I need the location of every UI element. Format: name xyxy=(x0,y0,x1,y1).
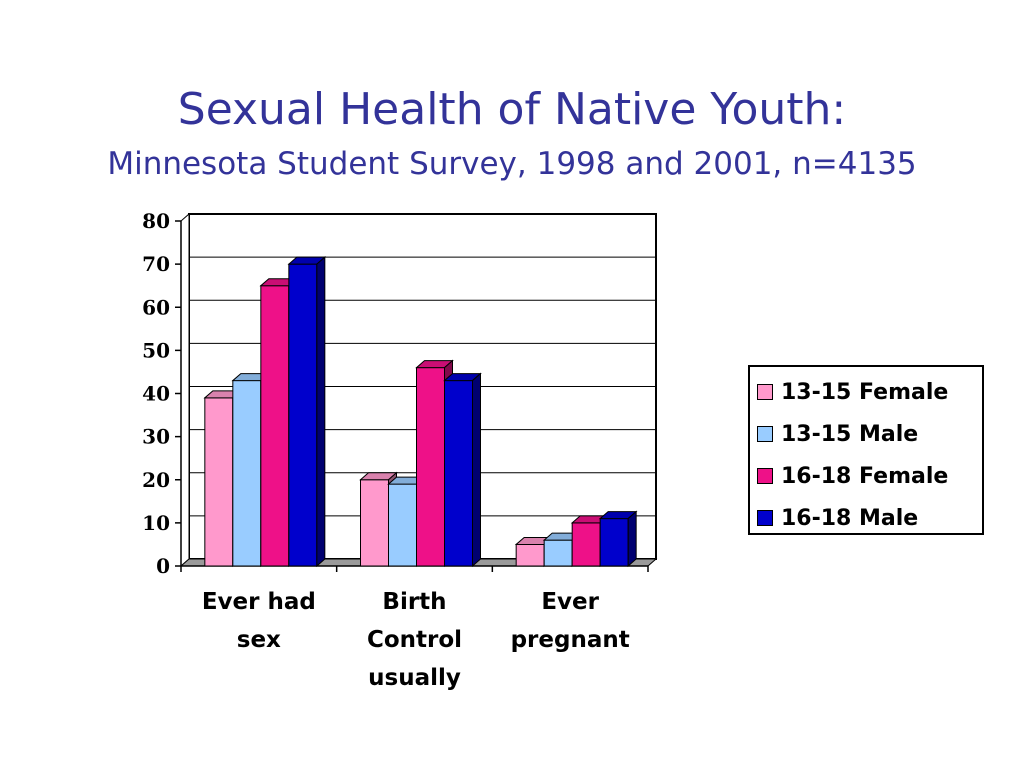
bar-front xyxy=(515,543,545,567)
legend-item: 13-15 Male xyxy=(757,419,918,449)
legend-label: 16-18 Female xyxy=(781,463,949,489)
bar-front xyxy=(571,522,601,567)
y-tick-label: 10 xyxy=(142,511,170,535)
legend-item: 16-18 Male xyxy=(757,503,918,533)
y-tick-label: 30 xyxy=(142,425,170,449)
bar-front xyxy=(204,397,234,567)
y-tick-label: 0 xyxy=(156,554,170,578)
bar xyxy=(443,372,482,568)
y-tick-label: 70 xyxy=(142,252,170,276)
y-tick-label: 20 xyxy=(142,468,170,492)
bar xyxy=(598,510,638,568)
bar-front xyxy=(232,380,262,567)
bar-side xyxy=(472,372,481,568)
bar-front xyxy=(543,539,573,567)
bar-front xyxy=(416,367,445,567)
legend-label: 16-18 Male xyxy=(781,505,919,531)
legend-swatch xyxy=(757,510,773,526)
bars xyxy=(203,256,638,568)
plot-side-wall xyxy=(180,212,190,568)
chart-legend: 13-15 Female 13-15 Male 16-18 Female 16-18 … xyxy=(748,365,984,535)
bar-side xyxy=(316,256,326,568)
legend-label: 13-15 Male xyxy=(781,421,919,447)
legend-swatch xyxy=(757,384,773,400)
bar-front xyxy=(360,479,389,567)
x-tick-label: Ever had sex xyxy=(202,589,316,653)
legend-item: 16-18 Female xyxy=(757,461,948,491)
legend-swatch xyxy=(757,426,773,442)
tick-labels: 0 10 20 30 40 50 60 70 80 Ever had sex Birth Control… xyxy=(142,209,630,691)
x-tick-label: Birth Control usually xyxy=(367,589,462,691)
chart-subtitle: Minnesota Student Survey, 1998 and 2001,… xyxy=(107,146,917,182)
y-tick-label: 40 xyxy=(142,382,170,406)
bar-front xyxy=(388,483,417,567)
y-tick-label: 80 xyxy=(142,209,170,233)
legend-item: 13-15 Female xyxy=(757,377,948,407)
x-tick-label: Ever pregnant xyxy=(511,589,630,653)
bar-front xyxy=(260,285,290,567)
bar-front xyxy=(444,380,473,567)
y-tick-label: 60 xyxy=(142,295,170,319)
y-tick-label: 50 xyxy=(142,338,170,362)
legend-swatch xyxy=(757,468,773,484)
bar xyxy=(287,256,327,568)
bar-front xyxy=(599,518,629,567)
chart-title: Sexual Health of Native Youth: xyxy=(177,84,847,135)
bar-side xyxy=(627,510,637,568)
bar-front xyxy=(288,263,318,567)
legend-label: 13-15 Female xyxy=(781,379,949,405)
